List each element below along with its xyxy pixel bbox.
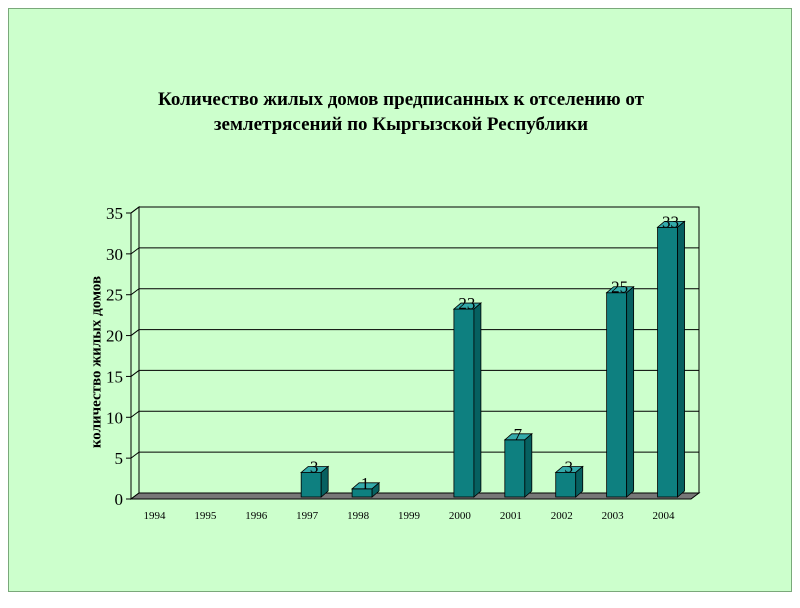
- gridline-depth: [130, 370, 140, 377]
- gridline-depth: [130, 288, 140, 296]
- gridline-depth: [130, 329, 140, 336]
- x-tick-label: 1998: [347, 510, 370, 522]
- data-label: 25: [611, 278, 628, 297]
- chart-title: Количество жилых домов предписанных к от…: [9, 87, 793, 137]
- data-label: 3: [310, 457, 319, 476]
- gridline-depth: [130, 451, 140, 459]
- bar-side: [524, 432, 533, 498]
- gridline-depth: [130, 206, 140, 214]
- bar-front: [504, 439, 526, 498]
- data-label: 1: [361, 474, 370, 493]
- x-tick-label: 2001: [500, 510, 522, 522]
- x-tick-label: 1994: [143, 510, 166, 522]
- x-tick-label: 1996: [245, 510, 268, 522]
- chart-title-line-2: землетрясений по Кыргызской Республики: [213, 114, 589, 135]
- slide: Количество жилых домов предписанных к от…: [8, 8, 792, 592]
- y-tick-label: 25: [106, 286, 123, 305]
- x-tick-label: 2002: [551, 510, 573, 522]
- bar-front: [453, 308, 475, 498]
- data-label: 23: [458, 294, 475, 313]
- gridline-depth: [130, 410, 140, 418]
- y-tick-label: 5: [115, 449, 124, 468]
- y-tick-label: 10: [106, 408, 123, 427]
- x-tick-label: 1999: [398, 510, 421, 522]
- y-tick-label: 15: [106, 367, 123, 386]
- x-tick-label: 2004: [653, 510, 676, 522]
- data-label: 3: [564, 457, 573, 476]
- y-tick-label: 35: [106, 204, 123, 223]
- x-tick-label: 1997: [296, 510, 319, 522]
- y-tick-label: 20: [106, 327, 123, 346]
- gridline-depth: [130, 247, 140, 255]
- bar-side: [320, 465, 329, 498]
- x-tick-label: 1995: [194, 510, 217, 522]
- bar-chart: 0 5 10 15 20 25 30 35 1994 1995 1996 3 1997 1 1998 1999…: [106, 204, 701, 522]
- bar-front: [606, 292, 628, 498]
- y-axis-title: количество жилых домов: [88, 275, 105, 449]
- bar-side: [626, 285, 635, 498]
- bar-side: [473, 302, 482, 498]
- y-tick-label: 0: [115, 490, 124, 509]
- data-label: 7: [514, 425, 523, 444]
- y-tick-label: 30: [106, 245, 123, 264]
- bar-side: [677, 220, 685, 498]
- bar-side: [371, 481, 380, 498]
- data-label: 33: [662, 212, 679, 231]
- bar-side: [575, 465, 584, 498]
- x-tick-label: 2000: [449, 510, 472, 522]
- chart-title-line-1: Количество жилых домов предписанных к от…: [158, 89, 644, 110]
- x-tick-label: 2003: [602, 510, 625, 522]
- bar-front: [657, 226, 678, 498]
